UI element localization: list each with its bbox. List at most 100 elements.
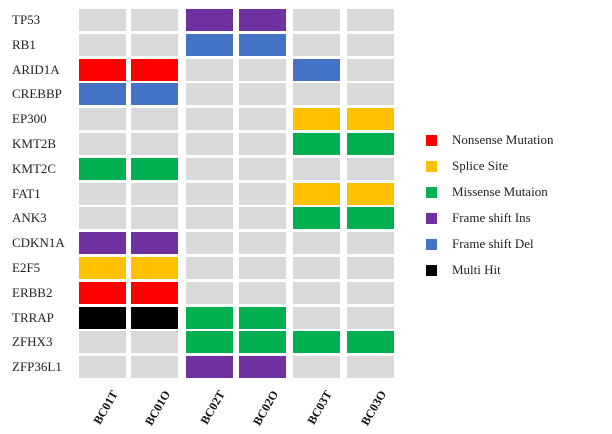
- heatmap-cell: [239, 108, 286, 131]
- heatmap-cell: [79, 232, 126, 255]
- heatmap-cell: [186, 9, 233, 31]
- heatmap-cell: [239, 306, 286, 329]
- heatmap-cell: [79, 257, 126, 279]
- heatmap-cell: [347, 157, 394, 180]
- heatmap-cell: [293, 331, 340, 354]
- column-label: BC03O: [357, 388, 390, 428]
- heatmap-cell: [347, 9, 394, 31]
- gene-label: TP53: [12, 12, 41, 27]
- heatmap-cell: [293, 281, 340, 304]
- heatmap-cell: [293, 133, 340, 155]
- legend-swatch: [426, 135, 437, 146]
- heatmap-cell: [131, 331, 178, 354]
- heatmap-cell: [79, 108, 126, 131]
- heatmap-cell: [347, 83, 394, 106]
- gene-label: KMT2B: [12, 136, 57, 151]
- heatmap-cell: [79, 133, 126, 155]
- legend-swatch: [426, 265, 437, 276]
- legend-swatch: [426, 187, 437, 198]
- heatmap-cell: [293, 356, 340, 379]
- heatmap-cell: [347, 281, 394, 304]
- gene-label: ZFHX3: [12, 334, 53, 350]
- gene-label: ARID1A: [12, 61, 60, 77]
- gene-label: CREBBP: [12, 86, 62, 102]
- heatmap-cell: [347, 331, 394, 354]
- heatmap-cell: [239, 33, 286, 56]
- heatmap-cell: [79, 281, 126, 304]
- heatmap-cell: [186, 182, 233, 205]
- heatmap-cell: [239, 157, 286, 180]
- heatmap-cell: [239, 257, 286, 279]
- heatmap-cell: [347, 306, 394, 329]
- heatmap-cell: [79, 9, 126, 31]
- gene-label: TRRAP: [12, 309, 54, 325]
- heatmap-cell: [131, 232, 178, 255]
- heatmap-cell: [347, 356, 394, 379]
- heatmap-cell: [293, 306, 340, 329]
- heatmap-cell: [186, 108, 233, 131]
- heatmap-cell: [186, 306, 233, 329]
- legend-label: Frame shift Ins: [452, 210, 531, 225]
- heatmap-cell: [239, 133, 286, 155]
- heatmap-cell: [293, 33, 340, 56]
- heatmap-cell: [186, 331, 233, 354]
- heatmap-cell: [186, 356, 233, 379]
- heatmap-cell: [239, 232, 286, 255]
- heatmap-cell: [186, 232, 233, 255]
- heatmap-cell: [79, 306, 126, 329]
- heatmap-cell: [293, 232, 340, 255]
- gene-label: ERBB2: [12, 284, 53, 300]
- heatmap-cell: [186, 257, 233, 279]
- heatmap-cell: [131, 182, 178, 205]
- column-label: BC02T: [197, 388, 229, 427]
- heatmap-cell: [186, 83, 233, 106]
- heatmap-cell: [79, 33, 126, 56]
- heatmap-cell: [131, 207, 178, 230]
- heatmap-cell: [239, 281, 286, 304]
- heatmap-cell: [239, 356, 286, 379]
- legend-label: Missense Mutaion: [452, 184, 548, 199]
- heatmap-cell: [186, 207, 233, 230]
- heatmap-cell: [347, 182, 394, 205]
- heatmap-cell: [186, 157, 233, 180]
- heatmap-cell: [79, 157, 126, 180]
- gene-label: E2F5: [12, 260, 41, 275]
- heatmap-cell: [186, 58, 233, 81]
- heatmap-cell: [239, 331, 286, 354]
- heatmap-cell: [239, 182, 286, 205]
- gene-label: ZFP36L1: [12, 359, 62, 375]
- heatmap-cell: [293, 182, 340, 205]
- heatmap-cell: [131, 281, 178, 304]
- heatmap-cell: [293, 257, 340, 279]
- heatmap-cell: [131, 356, 178, 379]
- heatmap-cell: [131, 9, 178, 31]
- legend-label: Frame shift Del: [452, 236, 534, 251]
- heatmap-cell: [347, 33, 394, 56]
- heatmap-cell: [131, 83, 178, 106]
- heatmap-cell: [131, 108, 178, 131]
- heatmap-cell: [293, 83, 340, 106]
- heatmap-cell: [347, 58, 394, 81]
- heatmap-cell: [79, 207, 126, 230]
- heatmap-cell: [131, 157, 178, 180]
- legend-swatch: [426, 213, 437, 224]
- heatmap-cell: [79, 182, 126, 205]
- heatmap-cell: [347, 232, 394, 255]
- heatmap-cell: [293, 108, 340, 131]
- heatmap-cell: [186, 33, 233, 56]
- heatmap-cell: [131, 133, 178, 155]
- heatmap-cell: [79, 331, 126, 354]
- column-label: BC02O: [249, 388, 282, 428]
- heatmap-cell: [79, 356, 126, 379]
- legend-label: Splice Site: [452, 158, 508, 173]
- heatmap-cell: [293, 9, 340, 31]
- gene-label: RB1: [12, 36, 36, 52]
- legend-swatch: [426, 239, 437, 250]
- heatmap-cell: [239, 83, 286, 106]
- heatmap-cell: [131, 306, 178, 329]
- legend-swatch: [426, 161, 437, 172]
- column-label: BC03T: [304, 388, 336, 427]
- heatmap-cell: [293, 58, 340, 81]
- heatmap-cell: [131, 33, 178, 56]
- heatmap-cell: [239, 9, 286, 31]
